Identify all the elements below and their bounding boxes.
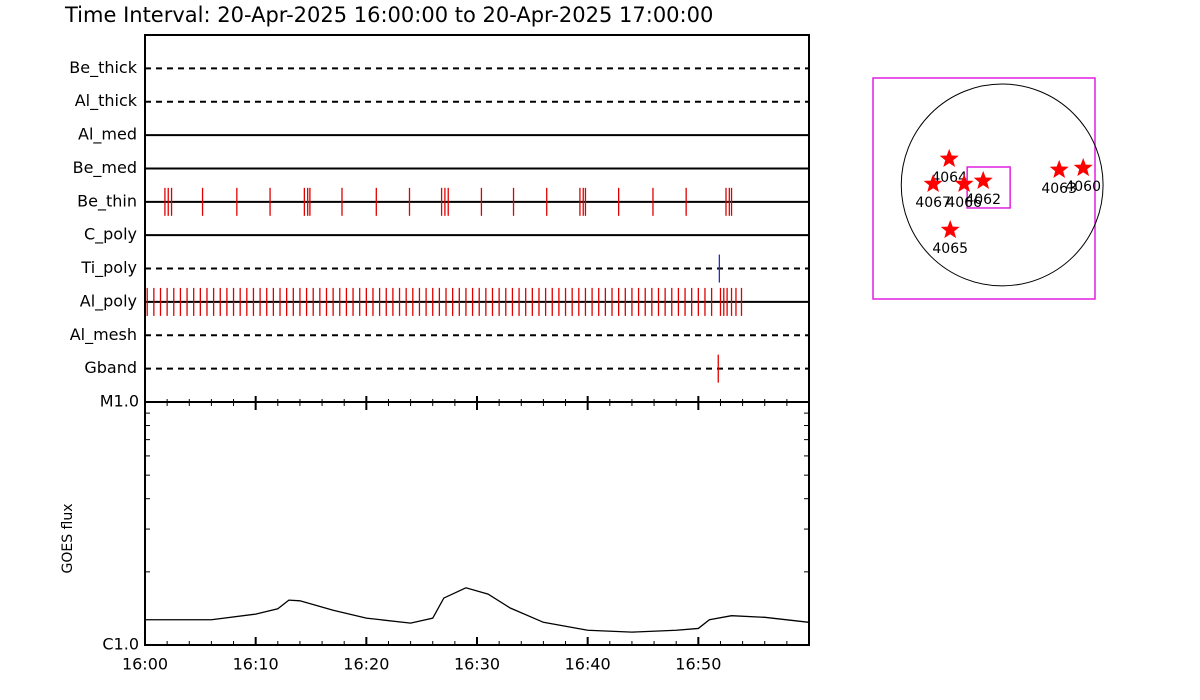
x-tick-label: 16:00 (122, 655, 168, 674)
region-label: 4065 (932, 241, 968, 257)
chart-title: Time Interval: 20-Apr-2025 16:00:00 to 2… (64, 3, 713, 27)
row-label: Al_thick (75, 91, 138, 111)
row-label: Gband (84, 358, 137, 377)
region-star (973, 170, 993, 189)
region-label: 4066 (946, 195, 982, 211)
y-tick-label: C1.0 (102, 635, 139, 654)
x-tick-label: 16:10 (233, 655, 279, 674)
region-star (954, 174, 974, 192)
region-label: 4067 (915, 195, 951, 211)
row-label: C_poly (84, 225, 137, 245)
row-label: Al_poly (80, 291, 137, 311)
region-star (939, 148, 959, 167)
row-label: Be_med (73, 158, 137, 178)
x-tick-label: 16:50 (675, 655, 721, 674)
map-frame (872, 77, 1096, 300)
row-label: Be_thin (77, 191, 137, 211)
region-label: 4060 (1065, 179, 1101, 195)
region-star (1049, 159, 1069, 178)
row-label: Be_thick (69, 58, 137, 78)
x-tick-label: 16:30 (454, 655, 500, 674)
region-label: 4063 (1041, 181, 1077, 197)
y-tick-label: M1.0 (100, 392, 139, 411)
x-tick-label: 16:20 (343, 655, 389, 674)
solar-disk (900, 83, 1104, 287)
x-tick-label: 16:40 (565, 655, 611, 674)
y-axis-label: GOES flux (60, 503, 76, 573)
flux-line (145, 587, 810, 633)
region-label: 4062 (965, 192, 1001, 208)
region-star (1073, 158, 1093, 177)
region-star (923, 174, 943, 192)
row-label: Ti_poly (80, 258, 137, 278)
row-label: Al_mesh (70, 325, 137, 345)
row-label: Al_med (78, 125, 137, 145)
region-star (940, 220, 960, 239)
